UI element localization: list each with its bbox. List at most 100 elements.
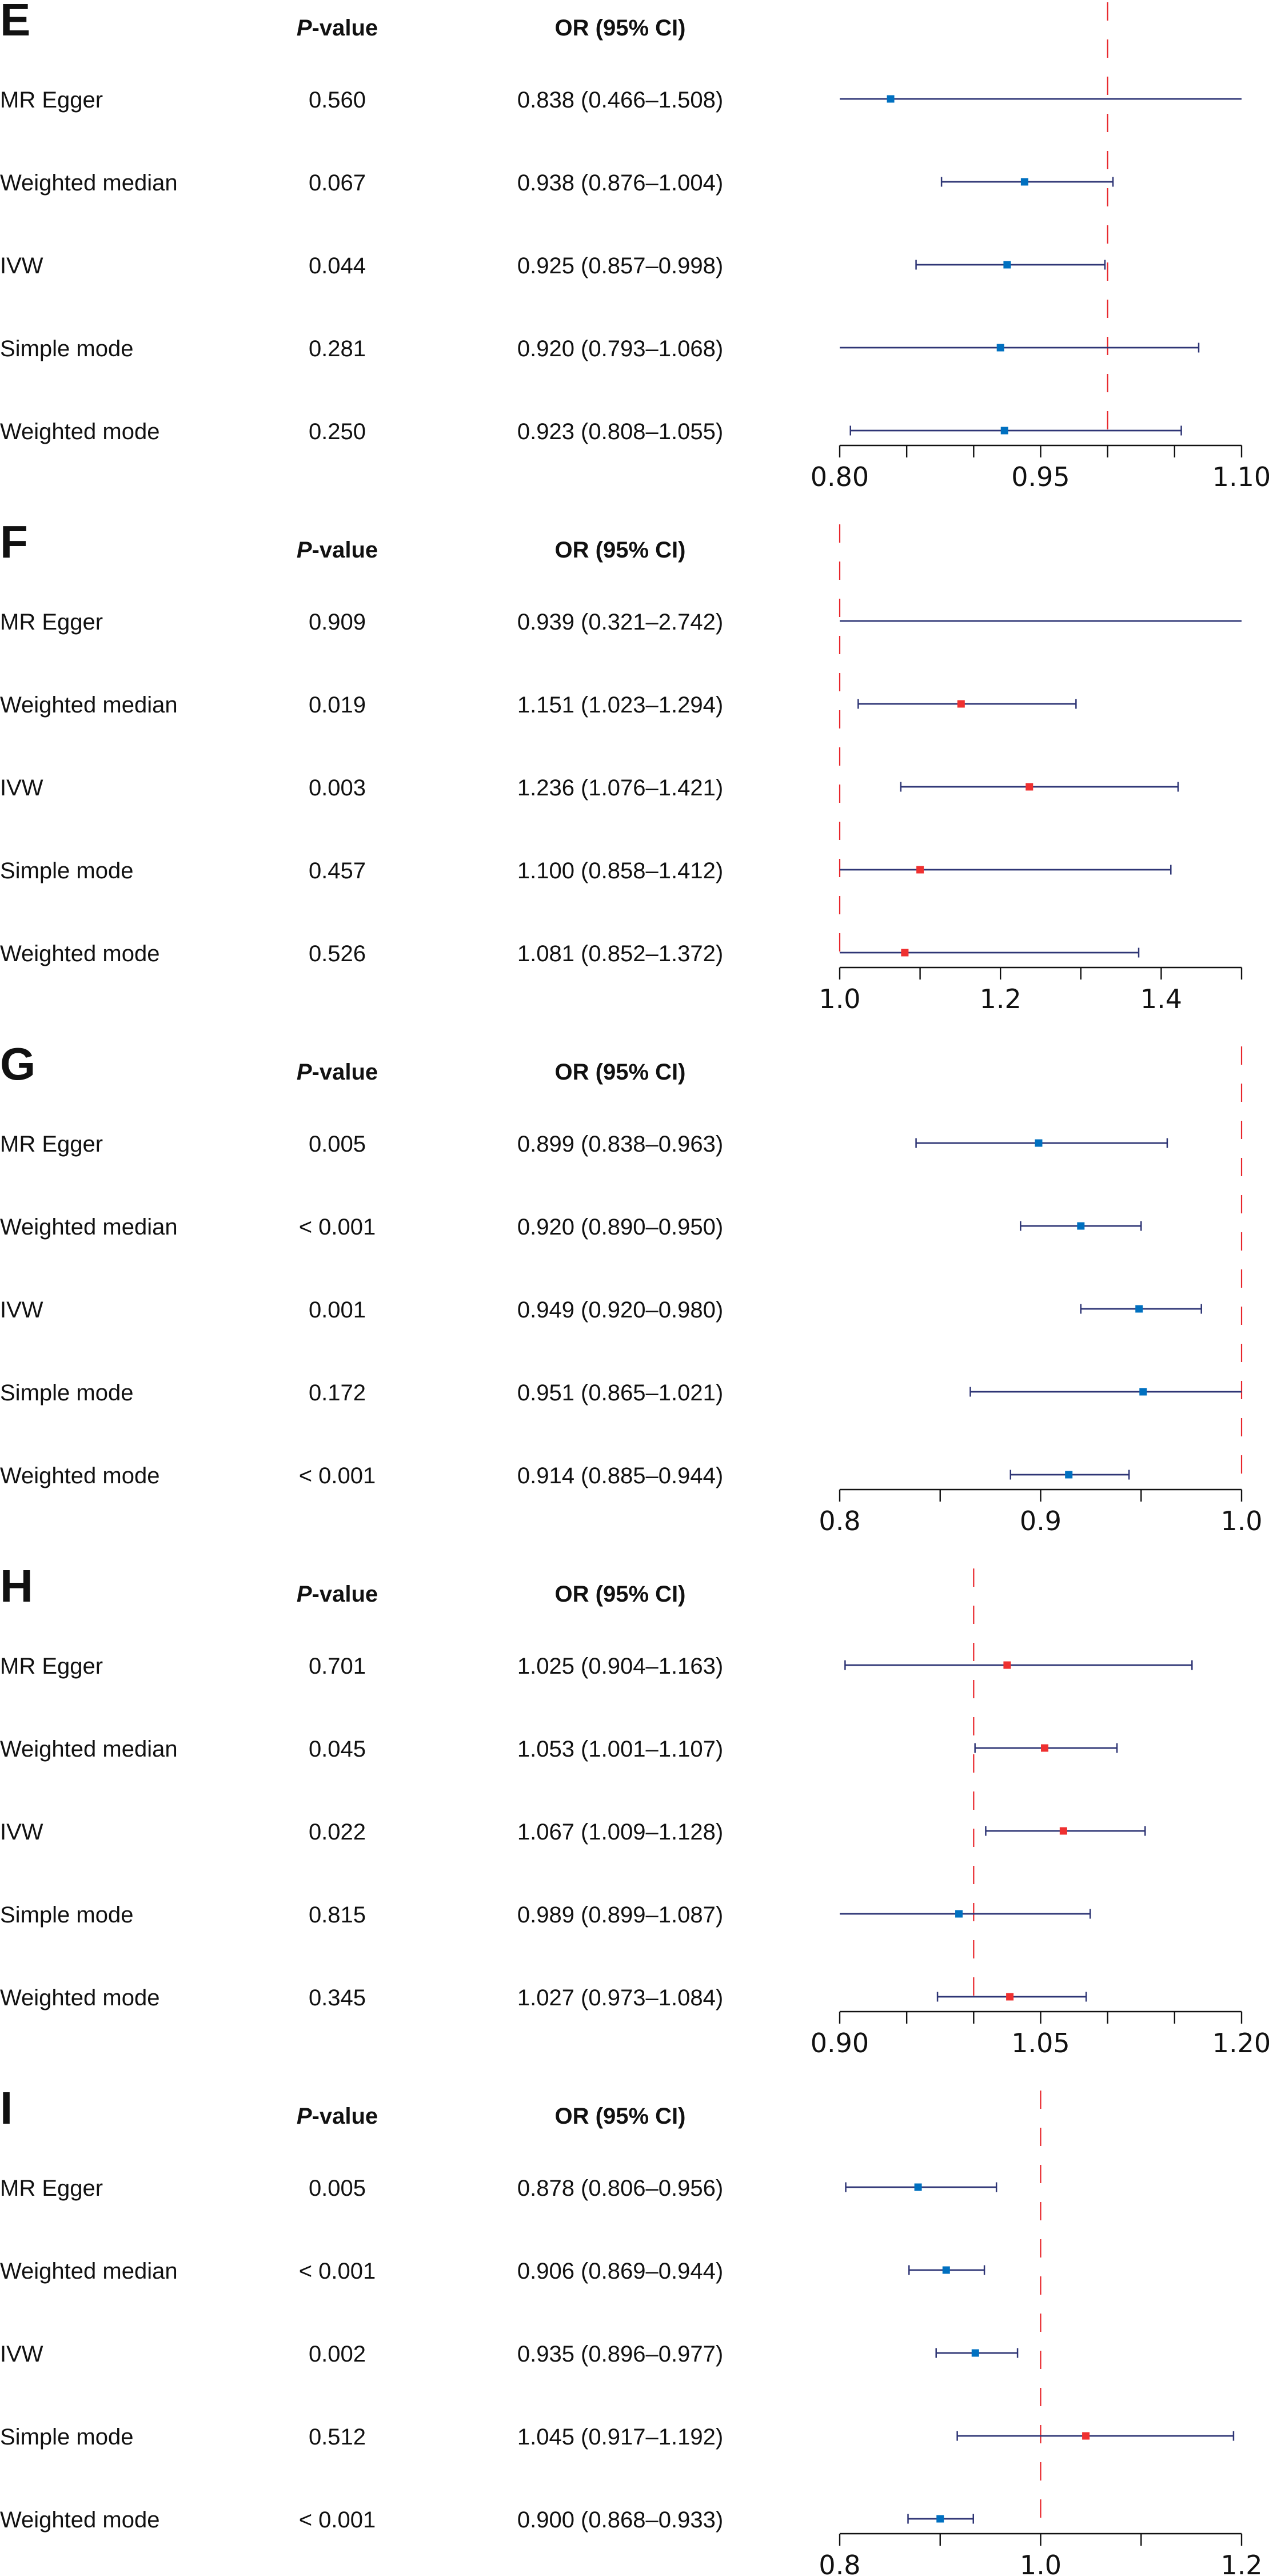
- p-value: 0.560: [309, 87, 366, 113]
- x-tick-label: 1.2: [980, 984, 1021, 1014]
- or-ci-value: 1.053 (1.001–1.107): [517, 1737, 723, 1762]
- table-row: Simple mode 0.512 1.045 (0.917–1.192): [0, 2424, 1235, 2450]
- or-marker: [955, 1910, 963, 1918]
- x-tick-label: 0.8: [819, 1506, 860, 1536]
- table-row: Simple mode 0.815 0.989 (0.899–1.087): [0, 1902, 1091, 1928]
- table-row: MR Egger 0.909 0.939 (0.321–2.742): [0, 610, 1242, 635]
- method-label: IVW: [0, 1297, 43, 1323]
- table-row: IVW 0.001 0.949 (0.920–0.980): [0, 1297, 1202, 1323]
- method-label: Weighted mode: [0, 1985, 159, 2010]
- method-label: Weighted median: [0, 1737, 178, 1762]
- panel-letter: H: [0, 1560, 33, 1611]
- panel-g: G P-value OR (95% CI) MR Egger 0.005 0.899 (0…: [0, 1038, 1263, 1536]
- header-p-italic: P: [297, 15, 312, 41]
- or-ci-value: 1.045 (0.917–1.192): [517, 2424, 723, 2450]
- method-label: MR Egger: [0, 2176, 103, 2201]
- p-value: 0.345: [309, 1985, 366, 2010]
- or-ci-value: 0.939 (0.321–2.742): [517, 610, 723, 635]
- or-marker: [914, 2183, 922, 2191]
- or-ci-value: 1.151 (1.023–1.294): [517, 692, 723, 718]
- panel-i: I P-value OR (95% CI) MR Egger 0.005 0.878 (0…: [0, 2083, 1263, 2576]
- or-ci-value: 0.914 (0.885–0.944): [517, 1463, 723, 1488]
- method-label: MR Egger: [0, 1654, 103, 1679]
- table-row: MR Egger 0.005 0.899 (0.838–0.963): [0, 1132, 1168, 1157]
- header-p-value: P-value: [297, 1060, 378, 1085]
- x-tick-label: 0.9: [1020, 1506, 1062, 1536]
- p-value: < 0.001: [299, 1215, 376, 1240]
- header-or-ci: OR (95% CI): [555, 15, 686, 41]
- panel-letter: G: [0, 1038, 35, 1089]
- or-ci-value: 0.906 (0.869–0.944): [517, 2259, 723, 2284]
- or-ci-value: 1.236 (1.076–1.421): [517, 775, 723, 801]
- header-p-value: P-value: [297, 15, 378, 41]
- or-ci-value: 0.949 (0.920–0.980): [517, 1297, 723, 1323]
- table-row: Weighted median < 0.001 0.920 (0.890–0.950…: [0, 1215, 1142, 1240]
- table-row: IVW 0.044 0.925 (0.857–0.998): [0, 253, 1106, 278]
- x-tick-label: 1.20: [1212, 2028, 1269, 2059]
- table-row: Weighted median 0.067 0.938 (0.876–1.004): [0, 170, 1114, 196]
- panel-f: F P-value OR (95% CI) MR Egger 0.909 0.939 (0…: [0, 516, 1243, 1014]
- method-label: IVW: [0, 2342, 43, 2367]
- method-label: MR Egger: [0, 87, 103, 113]
- or-marker: [1139, 1388, 1147, 1396]
- p-value: < 0.001: [299, 2507, 376, 2533]
- method-label: Weighted median: [0, 692, 178, 718]
- header-p-suffix: -value: [312, 1582, 378, 1607]
- table-row: MR Egger 0.005 0.878 (0.806–0.956): [0, 2176, 997, 2201]
- or-marker: [1025, 783, 1033, 791]
- or-marker: [971, 2349, 979, 2357]
- or-marker: [1006, 1993, 1014, 2001]
- x-tick-label: 1.2: [1220, 2550, 1262, 2576]
- p-value: 0.457: [309, 858, 366, 883]
- p-value: 0.067: [309, 170, 366, 196]
- method-label: Weighted median: [0, 1215, 178, 1240]
- header-p-italic: P: [297, 538, 312, 563]
- or-ci-value: 0.925 (0.857–0.998): [517, 253, 723, 278]
- or-ci-value: 0.951 (0.865–1.021): [517, 1380, 723, 1406]
- table-row: Weighted mode 0.250 0.923 (0.808–1.055): [0, 419, 1182, 444]
- p-value: 0.701: [309, 1654, 366, 1679]
- panel-e: E P-value OR (95% CI) MR Egger 0.560 0.838 (0…: [0, 0, 1269, 492]
- or-marker: [936, 2515, 944, 2523]
- or-ci-value: 1.100 (0.858–1.412): [517, 858, 723, 883]
- x-tick-label: 1.0: [1220, 1506, 1262, 1536]
- x-tick-label: 0.8: [819, 2550, 860, 2576]
- or-marker: [1135, 1305, 1143, 1313]
- method-label: Weighted mode: [0, 1463, 159, 1488]
- header-or-ci: OR (95% CI): [555, 2104, 686, 2129]
- or-ci-value: 0.989 (0.899–1.087): [517, 1902, 723, 1928]
- or-ci-value: 0.935 (0.896–0.977): [517, 2342, 723, 2367]
- panel-h: H P-value OR (95% CI) MR Egger 0.701 1.025 (0…: [0, 1560, 1269, 2059]
- method-label: Simple mode: [0, 2424, 133, 2450]
- x-tick-label: 1.4: [1140, 984, 1182, 1014]
- method-label: IVW: [0, 253, 43, 278]
- or-marker: [1059, 1827, 1067, 1835]
- header-p-italic: P: [297, 2104, 312, 2129]
- header-or-ci: OR (95% CI): [555, 1582, 686, 1607]
- or-ci-value: 0.920 (0.793–1.068): [517, 336, 723, 361]
- or-ci-value: 0.923 (0.808–1.055): [517, 419, 723, 444]
- p-value: 0.001: [309, 1297, 366, 1323]
- p-value: 0.019: [309, 692, 366, 718]
- method-label: Weighted mode: [0, 2507, 159, 2533]
- header-p-suffix: -value: [312, 15, 378, 41]
- p-value: 0.005: [309, 1132, 366, 1157]
- table-row: MR Egger 0.701 1.025 (0.904–1.163): [0, 1654, 1193, 1679]
- or-marker: [1041, 1744, 1049, 1752]
- p-value: 0.002: [309, 2342, 366, 2367]
- method-label: Weighted mode: [0, 941, 159, 966]
- x-tick-label: 1.0: [819, 984, 860, 1014]
- or-ci-value: 0.938 (0.876–1.004): [517, 170, 723, 196]
- table-row: Weighted mode 0.345 1.027 (0.973–1.084): [0, 1985, 1087, 2010]
- p-value: 0.281: [309, 336, 366, 361]
- method-label: IVW: [0, 1819, 43, 1845]
- p-value: < 0.001: [299, 1463, 376, 1488]
- header-p-value: P-value: [297, 2104, 378, 2129]
- header-p-suffix: -value: [312, 2104, 378, 2129]
- panel-letter: F: [0, 516, 28, 567]
- x-tick-label: 1.0: [1020, 2550, 1062, 2576]
- x-tick-label: 0.80: [811, 461, 869, 492]
- header-or-ci: OR (95% CI): [555, 1060, 686, 1085]
- p-value: 0.512: [309, 2424, 366, 2450]
